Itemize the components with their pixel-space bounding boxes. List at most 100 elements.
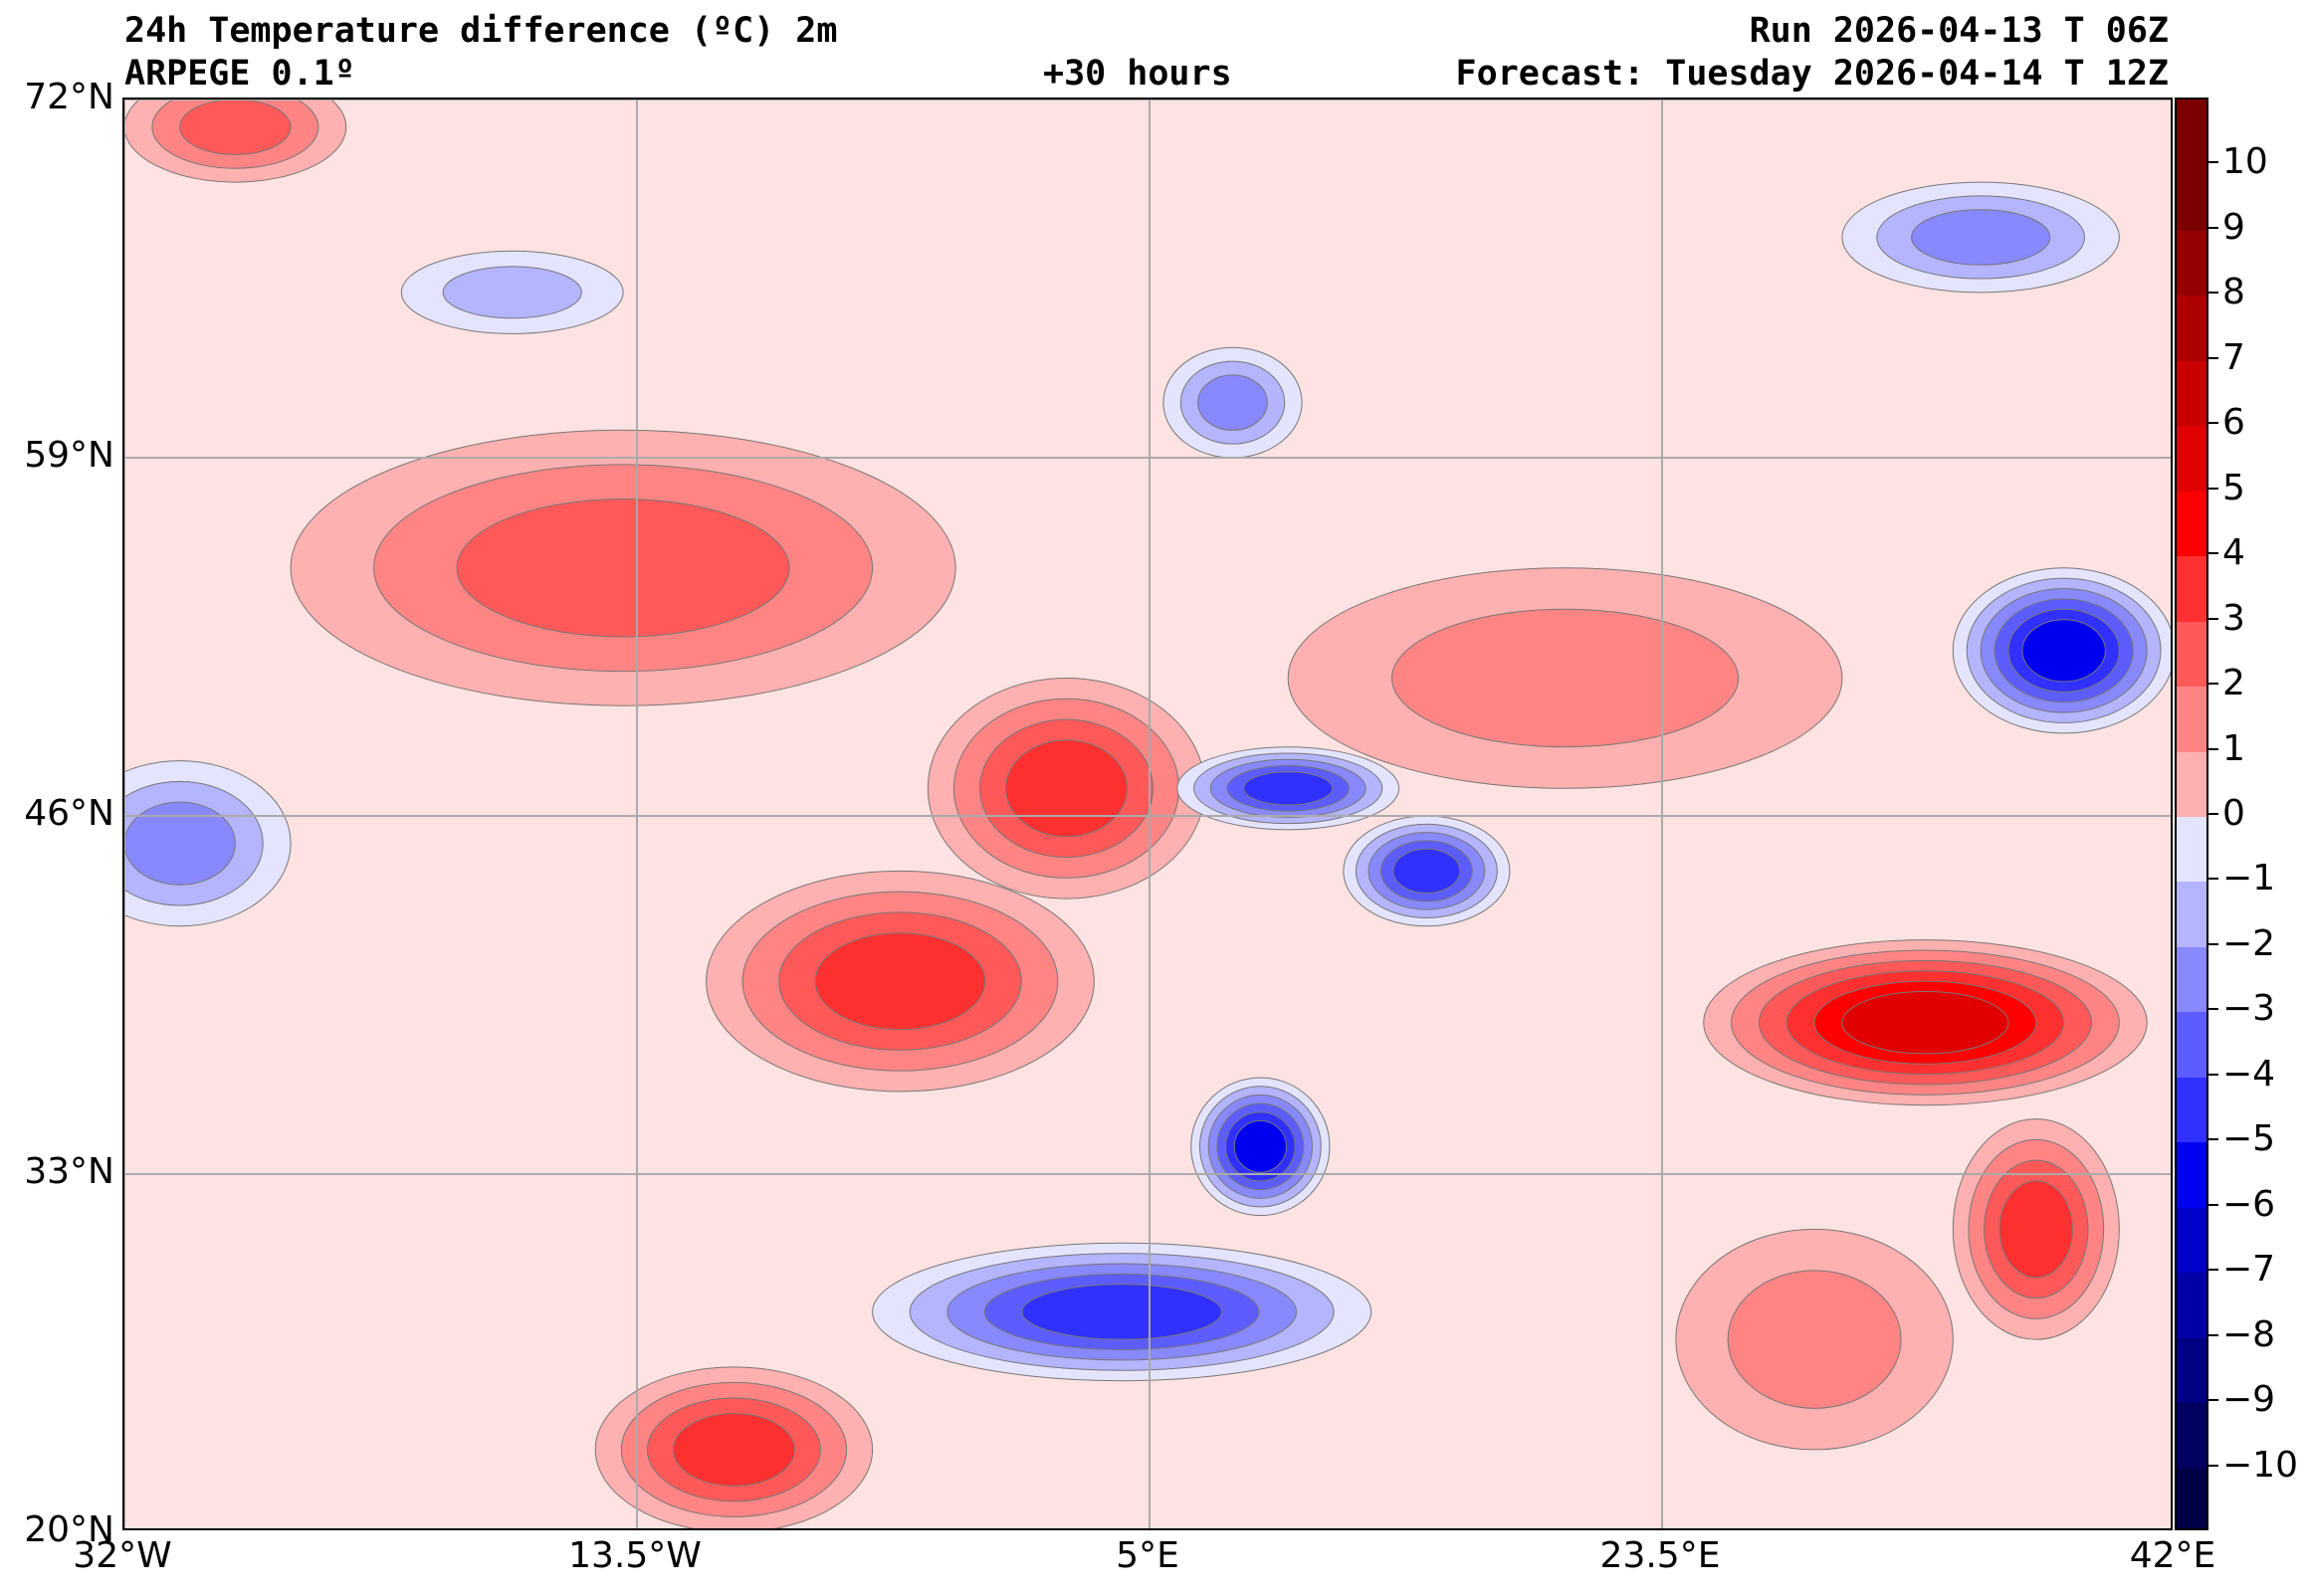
latitude-tick-label: 46°N	[24, 793, 114, 834]
colorbar-segment	[2177, 1011, 2206, 1078]
region-kola	[1841, 181, 2120, 294]
longitude-tick-label: 23.5°E	[1599, 1535, 1721, 1576]
contour-band	[1727, 1270, 1902, 1409]
region-egypt	[1675, 1228, 1954, 1451]
region-central-europe	[1287, 567, 1843, 789]
colorbar-segment	[2177, 425, 2206, 492]
contour-band	[1233, 1119, 1287, 1173]
forecast-label: Forecast: Tuesday 2026-04-14 T 12Z	[1455, 54, 2169, 94]
region-sahara	[872, 1242, 1372, 1382]
colorbar-segment	[2177, 100, 2206, 166]
colorbar-segment	[2177, 1076, 2206, 1143]
contour-band	[1243, 771, 1334, 806]
colorbar-tick-label: −4	[2222, 1053, 2276, 1095]
colorbar-tick-label: −10	[2222, 1444, 2298, 1486]
lead-time-label: +30 hours	[1043, 54, 1232, 94]
latitude-tick-label: 20°N	[24, 1509, 114, 1550]
longitude-tick-label: 42°E	[2129, 1535, 2216, 1576]
contour-band	[124, 801, 236, 886]
colorbar-segment	[2177, 295, 2206, 361]
region-turkey	[1703, 939, 2148, 1106]
colorbar-tick-label: −2	[2222, 922, 2276, 964]
run-label: Run 2026-04-13 T 06Z	[1749, 11, 2169, 51]
colorbar-tick	[2208, 1464, 2218, 1467]
colorbar-tick-label: −9	[2222, 1379, 2276, 1421]
contour-band	[1911, 209, 2051, 266]
temperature-difference-map	[124, 100, 2171, 1528]
graticule-layer	[124, 100, 2171, 1528]
colorbar-tick-label: 3	[2222, 597, 2245, 639]
region-alps	[1176, 746, 1400, 831]
contour-band	[2021, 619, 2106, 683]
region-western-russia	[1952, 567, 2171, 734]
colorbar-segment	[2177, 1272, 2206, 1338]
contour-band	[1197, 374, 1268, 431]
contour-band	[814, 932, 986, 1031]
colorbar-tick-label: 5	[2222, 467, 2245, 508]
colorbar-segment	[2177, 555, 2206, 622]
longitude-tick-label: 5°E	[1116, 1535, 1179, 1576]
colorbar-tick	[2208, 1333, 2218, 1336]
contour-band	[179, 100, 292, 155]
colorbar-tick-label: −3	[2222, 988, 2276, 1030]
map-panel	[122, 98, 2173, 1530]
colorbar-segment	[2177, 686, 2206, 752]
colorbar-tick	[2208, 487, 2218, 490]
anomaly-regions-layer	[124, 100, 2171, 1528]
colorbar-tick-label: −5	[2222, 1118, 2276, 1160]
colorbar-tick	[2208, 1399, 2218, 1402]
colorbar-segment	[2177, 1336, 2206, 1404]
colorbar-tick	[2208, 617, 2218, 620]
colorbar-tick-label: 0	[2222, 793, 2245, 834]
colorbar-tick-label: 7	[2222, 336, 2245, 378]
contour-band	[442, 266, 582, 319]
colorbar-tick	[2208, 1008, 2218, 1011]
contour-band	[456, 499, 790, 638]
colorbar-segment	[2177, 881, 2206, 947]
contour-band	[1841, 991, 2009, 1055]
region-iceland-sea	[124, 100, 347, 183]
region-france	[927, 678, 1206, 899]
colorbar-segment	[2177, 359, 2206, 427]
longitude-tick-label: 13.5°W	[568, 1535, 702, 1576]
colorbar-tick	[2208, 1203, 2218, 1206]
region-atlantic-west	[124, 760, 292, 927]
colorbar-segment	[2177, 490, 2206, 557]
colorbar-tick	[2208, 942, 2218, 945]
region-adriatic-balkans	[1343, 815, 1511, 927]
longitude-tick-label: 32°W	[73, 1535, 172, 1576]
colorbar-segment	[2177, 750, 2206, 817]
colorbar-segment	[2177, 1467, 2206, 1528]
latitude-tick-label: 72°N	[24, 77, 114, 117]
colorbar-tick-label: −8	[2222, 1313, 2276, 1355]
colorbar-tick-label: 2	[2222, 663, 2245, 704]
contour-band	[1391, 608, 1740, 748]
colorbar-tick	[2208, 1073, 2218, 1076]
colorbar-tick	[2208, 356, 2218, 359]
colorbar-tick-label: 6	[2222, 402, 2245, 444]
colorbar-tick-label: −1	[2222, 858, 2276, 899]
colorbar-segment	[2177, 1402, 2206, 1469]
colorbar-segment	[2177, 229, 2206, 297]
colorbar	[2175, 98, 2208, 1530]
colorbar-tick	[2208, 878, 2218, 881]
region-iceland	[400, 250, 624, 334]
colorbar-segment	[2177, 1206, 2206, 1274]
region-tunisia	[1190, 1077, 1331, 1217]
contour-band	[1021, 1284, 1222, 1340]
region-iberia	[706, 870, 1095, 1093]
colorbar-tick-label: −7	[2222, 1249, 2276, 1291]
colorbar-segment	[2177, 816, 2206, 883]
colorbar-tick	[2208, 422, 2218, 425]
colorbar-tick	[2208, 552, 2218, 555]
colorbar-tick	[2208, 1269, 2218, 1272]
colorbar-tick	[2208, 292, 2218, 295]
colorbar-segment	[2177, 945, 2206, 1013]
region-northern-norway	[1162, 346, 1303, 459]
colorbar-segment	[2177, 1141, 2206, 1208]
colorbar-tick	[2208, 1138, 2218, 1141]
colorbar-tick-label: 1	[2222, 727, 2245, 769]
latitude-tick-label: 59°N	[24, 435, 114, 476]
latitude-tick-label: 33°N	[24, 1151, 114, 1192]
model-label: ARPEGE 0.1º	[124, 54, 355, 94]
